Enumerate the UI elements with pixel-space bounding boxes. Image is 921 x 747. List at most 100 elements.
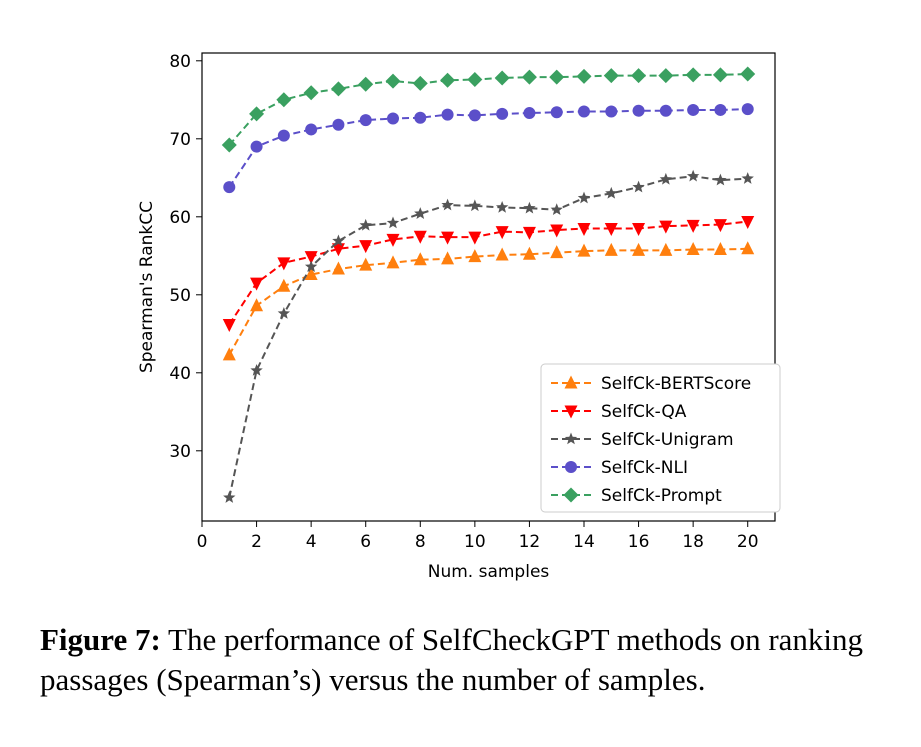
data-point-1-3	[304, 251, 318, 265]
data-point-1-9	[468, 231, 482, 245]
x-tick-label-6: 12	[519, 532, 541, 552]
data-point-4-6	[385, 73, 401, 89]
legend-label-4: SelfCk-Prompt	[601, 486, 722, 506]
data-point-2-1	[250, 363, 263, 376]
data-point-3-11	[523, 107, 536, 120]
legend-label-1: SelfCk-QA	[601, 402, 687, 422]
legend-entry-2: SelfCk-Unigram	[551, 430, 734, 450]
data-point-2-12	[550, 203, 563, 216]
data-point-3-12	[550, 106, 563, 119]
data-point-3-4	[332, 118, 345, 131]
figure-caption: Figure 7: The performance of SelfCheckGP…	[40, 620, 890, 700]
series-selfck-unigram	[223, 169, 754, 503]
data-point-4-3	[303, 85, 319, 101]
data-point-0-4	[331, 261, 345, 275]
x-tick-label-4: 8	[415, 532, 426, 552]
data-point-4-19	[740, 66, 756, 82]
legend-label-0: SelfCk-BERTScore	[601, 374, 751, 394]
data-point-4-14	[603, 68, 619, 84]
data-point-2-0	[223, 491, 236, 503]
data-point-0-18	[713, 242, 727, 256]
data-point-4-15	[631, 68, 647, 84]
data-point-1-12	[550, 224, 564, 238]
data-point-0-13	[577, 243, 591, 257]
series-line-3	[228, 108, 748, 188]
data-point-0-9	[468, 249, 482, 263]
series-layer	[221, 66, 756, 503]
data-point-0-3	[304, 267, 318, 281]
series-line-1	[228, 220, 748, 325]
x-tick-label-7: 14	[573, 532, 595, 552]
data-point-3-16	[659, 104, 672, 117]
legend-marker-1	[564, 405, 578, 419]
data-point-3-3	[305, 123, 318, 136]
x-axis-label: Num. samples	[428, 562, 550, 582]
data-point-0-0	[222, 347, 236, 361]
data-point-3-18	[714, 103, 727, 116]
legend-marker-3	[565, 461, 577, 473]
x-tick-label-10: 20	[737, 532, 759, 552]
data-point-4-9	[467, 72, 483, 88]
axes-layer: 0 2 4 6 8 10 12 14 16 18 20 30 40 50 60 70 80	[169, 52, 776, 552]
data-point-2-18	[714, 173, 727, 186]
data-point-2-13	[577, 191, 591, 204]
data-point-2-3	[304, 260, 318, 272]
data-point-2-14	[605, 186, 618, 199]
data-point-4-18	[712, 67, 728, 83]
data-point-0-5	[359, 257, 373, 271]
caption-text: The performance of SelfCheckGPT methods …	[40, 622, 864, 697]
data-point-0-8	[441, 251, 455, 265]
legend: SelfCk-BERTScore SelfCk-QA SelfCk-Unigram S…	[540, 363, 781, 513]
data-point-3-6	[387, 112, 399, 125]
legend-label-3: SelfCk-NLI	[601, 458, 688, 478]
x-tick-label-9: 18	[682, 532, 704, 552]
legend-marker-0	[564, 375, 578, 389]
data-point-2-4	[332, 234, 345, 247]
data-point-0-19	[741, 241, 755, 255]
data-point-4-8	[440, 72, 456, 88]
data-point-0-12	[550, 245, 564, 259]
data-point-3-7	[414, 111, 427, 124]
data-point-0-7	[413, 252, 427, 266]
data-point-2-16	[659, 172, 673, 185]
y-tick-label-0: 30	[169, 442, 191, 462]
data-point-3-14	[605, 105, 618, 118]
data-point-0-15	[632, 242, 646, 256]
data-point-4-10	[494, 70, 510, 86]
data-point-3-19	[741, 103, 754, 116]
data-point-3-5	[359, 114, 372, 127]
legend-marker-4	[563, 487, 579, 503]
x-tick-label-8: 16	[628, 532, 650, 552]
y-tick-label-3: 60	[169, 208, 191, 228]
data-point-1-11	[522, 226, 536, 240]
data-point-1-2	[277, 257, 291, 271]
legend-marker-2	[564, 432, 578, 445]
data-point-3-9	[468, 109, 481, 122]
legend-entry-0: SelfCk-BERTScore	[551, 374, 751, 394]
data-point-1-18	[713, 219, 727, 233]
x-tick-label-1: 2	[251, 532, 262, 552]
data-point-2-9	[468, 199, 482, 212]
data-point-3-13	[578, 105, 590, 118]
data-point-3-1	[250, 140, 263, 153]
data-point-1-6	[386, 233, 400, 247]
series-selfck-nli	[223, 103, 754, 194]
data-point-4-1	[249, 106, 265, 122]
data-point-4-2	[276, 92, 292, 108]
line-chart: 0 2 4 6 8 10 12 14 16 18 20 30 40 50 60 70 80 SelfCk-BER…	[137, 52, 781, 582]
data-point-1-14	[604, 223, 618, 236]
data-point-1-13	[577, 223, 591, 236]
data-point-2-10	[495, 200, 509, 213]
data-point-2-8	[441, 198, 454, 211]
data-point-3-15	[632, 104, 645, 117]
legend-label-2: SelfCk-Unigram	[601, 430, 734, 450]
data-point-0-2	[277, 278, 291, 292]
data-point-3-10	[496, 107, 509, 120]
data-point-1-19	[741, 215, 755, 229]
data-point-3-2	[277, 129, 290, 142]
data-point-1-10	[495, 226, 509, 240]
data-point-2-15	[632, 180, 645, 193]
data-point-0-10	[495, 247, 509, 261]
y-axis-label: Spearman's RankCC	[137, 201, 157, 373]
series-selfck-bertscore	[222, 241, 755, 361]
